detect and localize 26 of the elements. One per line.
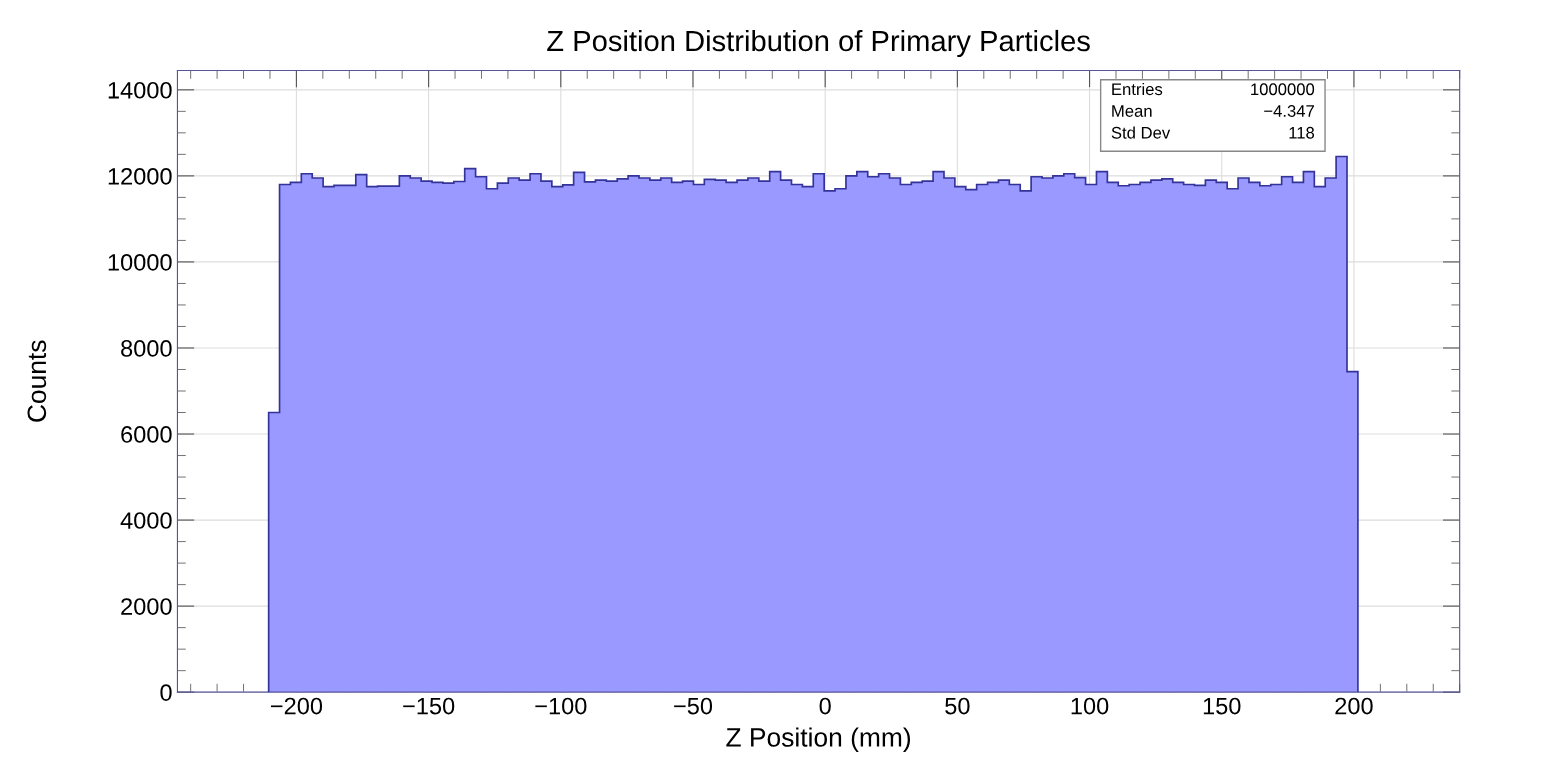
x-tick-label: 0 <box>819 697 831 715</box>
y-tick-label: 4000 <box>120 512 172 529</box>
annotation: 118 <box>1289 126 1315 139</box>
x-tick-label: −50 <box>674 697 713 715</box>
x-tick-label: −100 <box>535 697 587 715</box>
x-tick-label: 200 <box>1335 697 1373 715</box>
y-axis-title: Counts <box>27 340 47 422</box>
y-tick-label: 2000 <box>121 598 172 615</box>
annotation: 1000000 <box>1251 83 1315 96</box>
x-tick-label: 50 <box>945 697 970 715</box>
annotation: Mean <box>1112 105 1152 117</box>
x-tick-label: −200 <box>270 697 323 715</box>
x-axis-title: Z Position (mm) <box>726 727 911 752</box>
x-tick-label: 150 <box>1203 697 1241 715</box>
annotation: Entries <box>1112 82 1163 96</box>
y-tick-label: 14000 <box>108 81 172 99</box>
annotation: −4.347 <box>1264 105 1314 117</box>
y-tick-label: 10000 <box>108 254 172 271</box>
x-tick-label: −150 <box>403 697 455 715</box>
y-tick-label: 6000 <box>121 426 172 443</box>
chart-title: Z Position Distribution of Primary Particles <box>547 29 1090 58</box>
y-tick-label: 0 <box>160 684 172 701</box>
x-tick-label: 100 <box>1071 697 1109 715</box>
y-tick-label: 8000 <box>121 340 172 357</box>
annotation: Std Dev <box>1111 126 1171 139</box>
y-tick-label: 12000 <box>108 167 172 185</box>
